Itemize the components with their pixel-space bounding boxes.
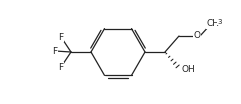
Text: F: F bbox=[53, 46, 58, 56]
Text: 3: 3 bbox=[218, 19, 222, 25]
Text: O: O bbox=[194, 32, 201, 40]
Text: F: F bbox=[58, 63, 64, 72]
Text: OH: OH bbox=[181, 64, 195, 74]
Text: F: F bbox=[58, 32, 64, 41]
Text: CH: CH bbox=[207, 20, 220, 28]
